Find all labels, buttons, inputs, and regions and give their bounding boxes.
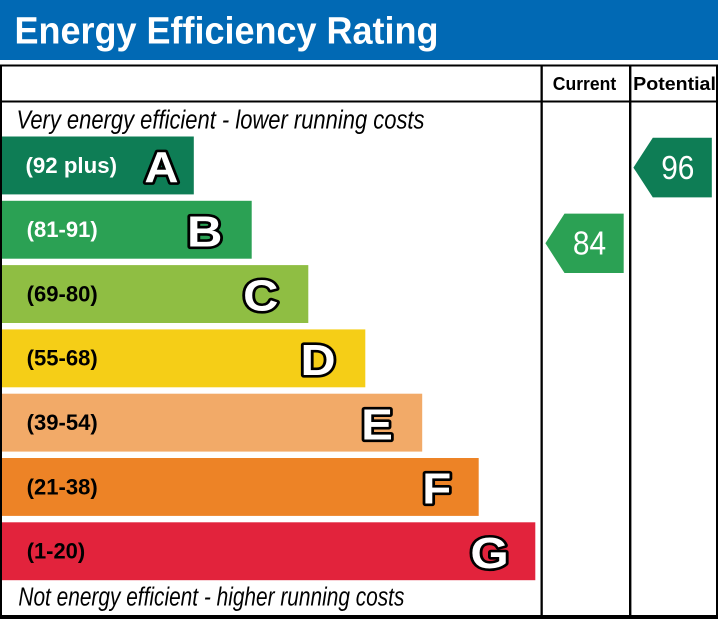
svg-text:C: C xyxy=(243,272,278,321)
svg-text:B: B xyxy=(187,207,222,256)
svg-text:G: G xyxy=(470,529,508,578)
svg-text:(92 plus): (92 plus) xyxy=(26,153,117,178)
svg-text:Potential: Potential xyxy=(633,73,716,94)
svg-text:(21-38): (21-38) xyxy=(27,474,98,499)
svg-text:Very energy efficient - lower: Very energy efficient - lower running co… xyxy=(17,107,425,135)
svg-text:E: E xyxy=(361,400,393,449)
svg-text:D: D xyxy=(301,336,336,385)
svg-text:(69-80): (69-80) xyxy=(27,281,98,306)
svg-text:Current: Current xyxy=(553,73,616,94)
svg-text:96: 96 xyxy=(661,149,694,186)
svg-text:(81-91): (81-91) xyxy=(27,217,98,242)
svg-text:Energy Efficiency Rating: Energy Efficiency Rating xyxy=(15,11,439,53)
svg-text:84: 84 xyxy=(573,224,606,261)
svg-text:F: F xyxy=(422,465,451,514)
svg-text:A: A xyxy=(144,143,178,192)
svg-text:(55-68): (55-68) xyxy=(27,346,98,371)
svg-text:Not energy efficient - higher: Not energy efficient - higher running co… xyxy=(18,583,404,611)
svg-text:(1-20): (1-20) xyxy=(27,539,85,564)
svg-text:(39-54): (39-54) xyxy=(27,410,98,435)
